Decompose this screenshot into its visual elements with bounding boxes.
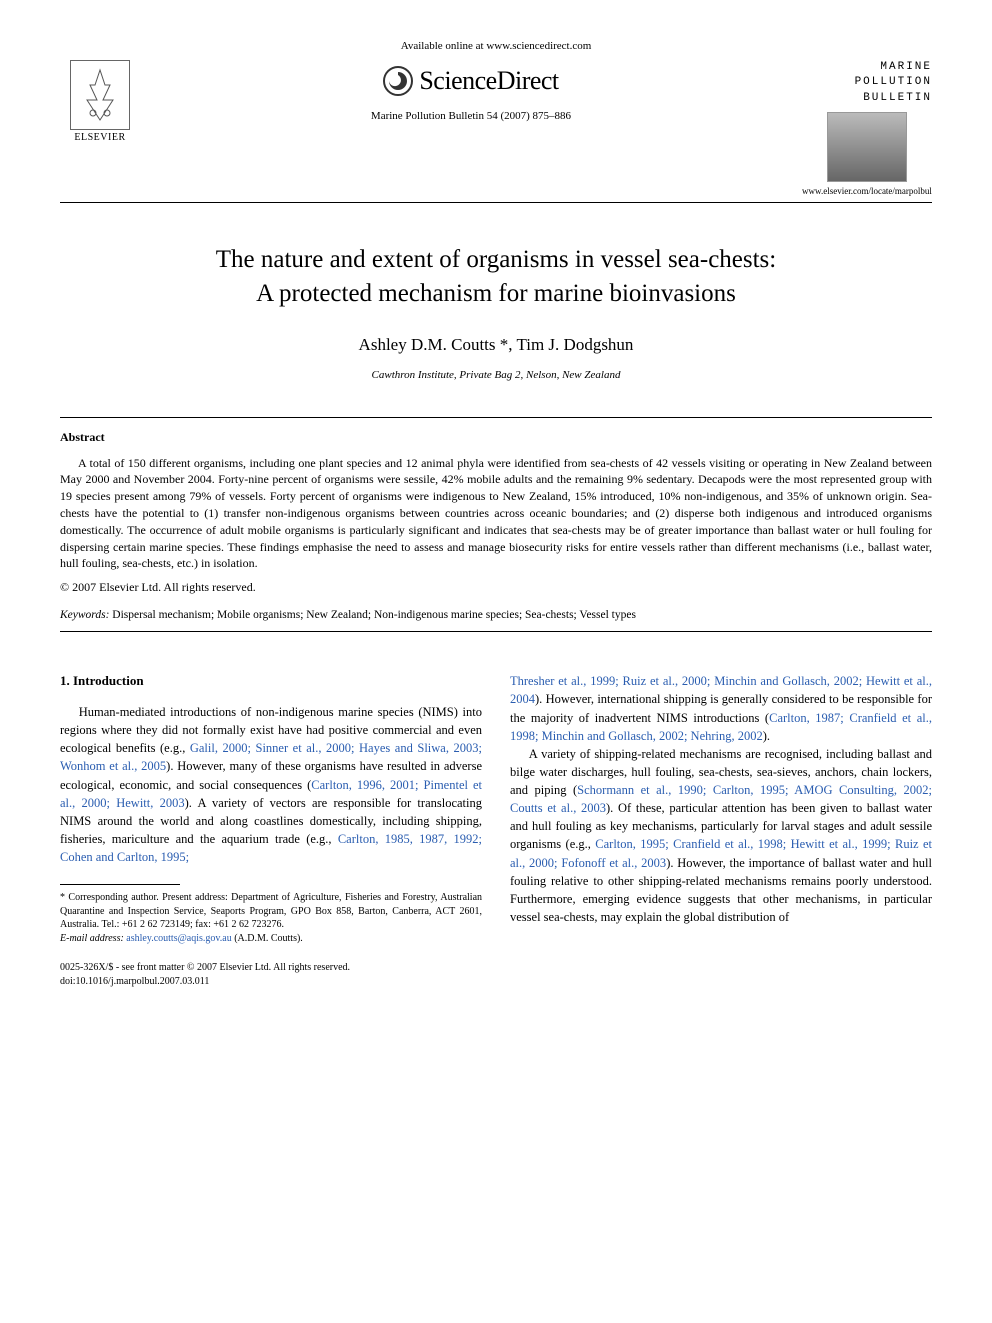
abstract-bottom-divider: [60, 631, 932, 632]
abstract-copyright: © 2007 Elsevier Ltd. All rights reserved…: [60, 580, 932, 595]
column-right: Thresher et al., 1999; Ruiz et al., 2000…: [510, 672, 932, 945]
affiliation-line: Cawthron Institute, Private Bag 2, Nelso…: [60, 369, 932, 381]
column-left: 1. Introduction Human-mediated introduct…: [60, 672, 482, 945]
intro-para-2: A variety of shipping-related mechanisms…: [510, 745, 932, 926]
section-heading-introduction: 1. Introduction: [60, 672, 482, 691]
title-line-2: A protected mechanism for marine bioinva…: [256, 280, 736, 307]
header-center: ScienceDirect Marine Pollution Bulletin …: [140, 60, 802, 122]
journal-title-stack: MARINEPOLLUTIONBULLETIN: [802, 60, 932, 106]
abstract-heading: Abstract: [60, 430, 932, 445]
footnote-divider: [60, 884, 180, 885]
authors-line: Ashley D.M. Coutts *, Tim J. Dodgshun: [60, 335, 932, 355]
elsevier-logo-block: ELSEVIER: [60, 60, 140, 143]
paper-title: The nature and extent of organisms in ve…: [60, 243, 932, 311]
email-suffix: (A.D.M. Coutts).: [232, 933, 303, 944]
text-run: ).: [763, 729, 770, 743]
sciencedirect-text: ScienceDirect: [419, 66, 558, 96]
email-link[interactable]: ashley.coutts@aqis.gov.au: [126, 933, 231, 944]
keywords-line: Keywords: Dispersal mechanism; Mobile or…: [60, 609, 932, 621]
footnote-label: * Corresponding author. Present address:: [60, 892, 231, 903]
page-footer: 0025-326X/$ - see front matter © 2007 El…: [60, 961, 932, 988]
available-online-line: Available online at www.sciencedirect.co…: [60, 40, 932, 52]
intro-para-1-continued: Thresher et al., 1999; Ruiz et al., 2000…: [510, 672, 932, 745]
title-line-1: The nature and extent of organisms in ve…: [216, 246, 777, 273]
journal-reference: Marine Pollution Bulletin 54 (2007) 875–…: [140, 110, 802, 122]
corresponding-author-footnote: * Corresponding author. Present address:…: [60, 891, 482, 932]
keywords-label: Keywords:: [60, 609, 109, 621]
sciencedirect-swirl-icon: [383, 66, 413, 96]
elsevier-tree-icon: [70, 60, 130, 130]
journal-url: www.elsevier.com/locate/marpolbul: [802, 186, 932, 196]
email-footnote: E-mail address: ashley.coutts@aqis.gov.a…: [60, 932, 482, 946]
footer-line-1: 0025-326X/$ - see front matter © 2007 El…: [60, 961, 932, 975]
body-columns: 1. Introduction Human-mediated introduct…: [60, 672, 932, 945]
intro-para-1: Human-mediated introductions of non-indi…: [60, 703, 482, 866]
header-divider: [60, 202, 932, 203]
journal-cover-block: MARINEPOLLUTIONBULLETIN www.elsevier.com…: [802, 60, 932, 196]
abstract-top-divider: [60, 417, 932, 418]
journal-cover-image: [827, 112, 907, 182]
abstract-text: A total of 150 different organisms, incl…: [60, 455, 932, 573]
elsevier-label: ELSEVIER: [60, 132, 140, 143]
sciencedirect-logo: ScienceDirect: [140, 66, 802, 96]
footer-line-2: doi:10.1016/j.marpolbul.2007.03.011: [60, 975, 932, 989]
email-label: E-mail address:: [60, 933, 124, 944]
header-row: ELSEVIER ScienceDirect Marine Pollution …: [60, 60, 932, 196]
keywords-values: Dispersal mechanism; Mobile organisms; N…: [109, 609, 636, 621]
